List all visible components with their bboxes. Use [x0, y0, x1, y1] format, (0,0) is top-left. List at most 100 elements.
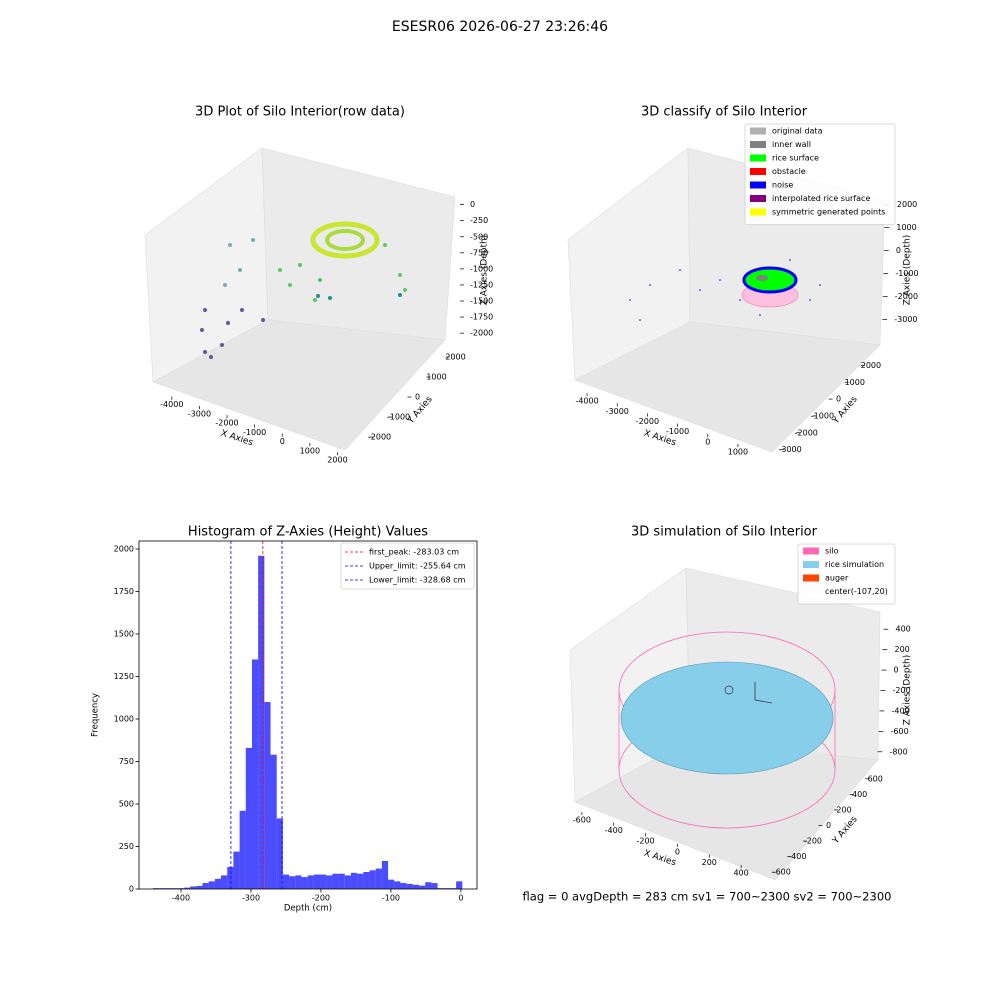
x-tick-label: -4000 [160, 400, 183, 409]
bar [313, 874, 321, 889]
y-tick-label: 1000 [426, 373, 446, 382]
z-tick-label: -1000 [470, 264, 493, 273]
bar [227, 866, 234, 889]
legend-label: rice simulation [825, 560, 884, 569]
legend-swatch [803, 547, 819, 555]
y-tick-label: 0 [826, 821, 831, 830]
bar [400, 883, 407, 889]
legend-label: first_peak: -283.03 cm [369, 548, 459, 557]
y-tick-label: -2000 [795, 428, 818, 437]
bar [295, 875, 302, 889]
bar [425, 882, 432, 889]
legend-label: obstacle [772, 167, 806, 176]
bar [233, 851, 240, 889]
bar [344, 875, 351, 889]
x-axis-label: Depth (cm) [284, 904, 332, 914]
bar [276, 818, 283, 889]
legend-swatch [750, 127, 766, 135]
legend-label: Upper_limit: -255.64 cm [369, 562, 466, 571]
bar [443, 888, 450, 889]
x-tick-label: 0 [458, 894, 463, 903]
z-tick-label: -750 [470, 248, 488, 257]
bar [357, 873, 364, 889]
bar [350, 872, 358, 889]
legend-swatch [750, 141, 766, 148]
x-tick-label: -1000 [666, 427, 689, 436]
x-tick-label: -3000 [188, 409, 211, 418]
x-tick-label: -3000 [606, 407, 629, 416]
bar [394, 881, 401, 889]
y-tick-label: 0 [836, 395, 841, 404]
bar [258, 555, 265, 889]
chart-title: 3D simulation of Silo Interior [631, 525, 818, 540]
chart-title: 3D Plot of Silo Interior(row data) [195, 105, 405, 120]
y-tick-label: -200 [804, 837, 822, 846]
z-tick-label: -250 [470, 216, 488, 225]
x-tick-label: -200 [636, 837, 654, 846]
bar [338, 873, 345, 889]
z-tick-label: -1000 [895, 269, 918, 278]
legend-box [797, 543, 896, 605]
y-tick-label: 600 [868, 774, 883, 783]
bar [214, 878, 222, 889]
x-tick-label: 0 [675, 847, 680, 856]
bar [326, 875, 333, 889]
bar [208, 881, 215, 889]
x-tick-label: -1000 [243, 428, 266, 437]
z-tick-label: -1250 [470, 280, 493, 289]
x-tick-label: -2000 [636, 417, 659, 426]
bar [251, 659, 259, 889]
bar [388, 879, 395, 889]
y-tick-label: 0 [415, 393, 420, 402]
y-tick-label: 400 [852, 790, 867, 799]
bar [165, 888, 172, 889]
legend-label: symmetric generated points [772, 208, 885, 217]
legend-swatch [750, 154, 766, 162]
legend-label: Lower_limit: -328.68 cm [369, 576, 466, 585]
y-tick-label: 1000 [114, 714, 134, 723]
x-tick-label: -400 [605, 826, 623, 835]
bar [456, 881, 463, 889]
y-tick-label: 1750 [114, 587, 134, 596]
bar [381, 860, 389, 889]
silo-model [618, 631, 836, 829]
z-tick-label: 400 [896, 625, 911, 634]
point-cloud-1 [200, 221, 407, 359]
bar [289, 876, 296, 889]
y-tick-label: 1250 [114, 672, 134, 681]
legend-label: silo [825, 547, 839, 556]
y-tick-label: 1500 [114, 629, 134, 638]
bar [375, 868, 382, 889]
y-tick-label: 200 [836, 805, 851, 814]
y-tick-label: 0 [129, 885, 134, 894]
y-tick-label: -1000 [387, 413, 410, 422]
bar [332, 873, 339, 889]
bar [264, 701, 271, 889]
legend-swatch [750, 195, 766, 202]
legend-box [340, 542, 475, 590]
legend-box [744, 123, 896, 225]
z-tick-label: -2000 [895, 292, 918, 301]
bar [270, 754, 277, 889]
x-tick-label: -100 [382, 894, 400, 903]
legend-label: original data [772, 127, 823, 136]
x-tick-label: 0 [705, 437, 710, 446]
bar [282, 874, 290, 889]
y-tick-label: 2000 [445, 353, 465, 362]
x-tick-label: 200 [702, 858, 717, 867]
bar [419, 885, 426, 889]
y-tick-label: 1000 [845, 378, 865, 387]
y-tick-label: 2000 [114, 544, 134, 553]
z-tick-label: 0 [470, 200, 475, 209]
z-tick-label: -1500 [470, 297, 493, 306]
bar [152, 888, 160, 889]
y-axis-label: Frequency [91, 693, 101, 737]
bar [369, 870, 376, 889]
z-tick-label: 0 [894, 666, 899, 675]
x-tick-label: 400 [733, 869, 748, 878]
figure-title: ESESR06 2026-06-27 23:26:46 [392, 19, 608, 35]
x-tick-label: 0 [280, 437, 285, 446]
x-tick-label: -300 [242, 894, 260, 903]
z-tick-label: -800 [890, 747, 908, 756]
bar [159, 888, 166, 889]
